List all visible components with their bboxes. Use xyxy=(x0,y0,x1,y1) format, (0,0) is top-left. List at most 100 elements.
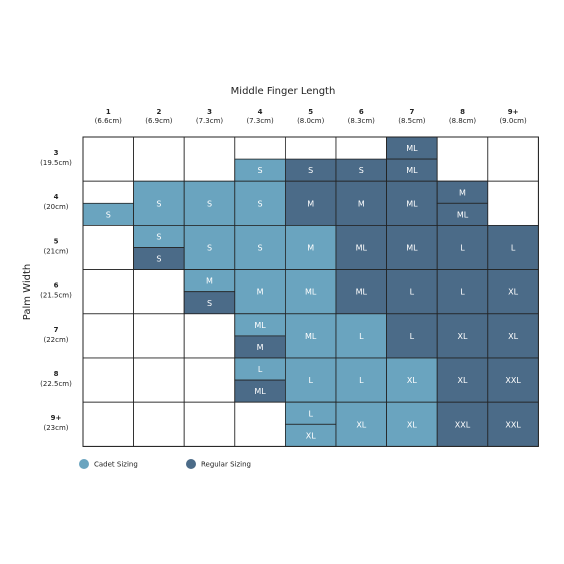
size-cell xyxy=(335,401,387,447)
size-cell xyxy=(487,401,539,447)
column-sub: (8.8cm) xyxy=(449,117,477,125)
size-cell xyxy=(133,269,185,315)
size-cell xyxy=(335,357,387,403)
column-label: 8 xyxy=(460,108,465,116)
size-cell xyxy=(82,269,134,315)
size-label: S xyxy=(207,244,212,253)
size-cell xyxy=(133,136,185,182)
row-label: 7 xyxy=(54,326,59,334)
column-sub: (9.0cm) xyxy=(499,117,527,125)
size-label: L xyxy=(410,288,415,297)
size-cell xyxy=(284,269,337,315)
size-cell xyxy=(436,401,489,447)
size-label: S xyxy=(359,166,364,175)
size-label: L xyxy=(511,244,516,253)
size-label: L xyxy=(460,288,465,297)
size-label: S xyxy=(308,166,313,175)
size-label: ML xyxy=(356,288,368,297)
size-label: L xyxy=(410,332,415,341)
size-label: XL xyxy=(407,420,417,429)
legend-label: Regular Sizing xyxy=(201,461,251,469)
row-label: 9+ xyxy=(51,414,62,422)
column-label: 6 xyxy=(359,108,364,116)
size-label: ML xyxy=(356,244,368,253)
title: Middle Finger Length xyxy=(231,86,336,97)
column-label: 1 xyxy=(106,108,111,116)
row-sub: (21.5cm) xyxy=(40,292,72,300)
size-cell xyxy=(386,357,438,403)
size-cell xyxy=(82,224,134,270)
size-label: S xyxy=(207,299,212,308)
size-cell xyxy=(436,357,489,403)
size-label: L xyxy=(308,376,313,385)
size-label: XL xyxy=(508,288,518,297)
size-cell xyxy=(183,357,236,403)
row-sub: (22.5cm) xyxy=(40,380,72,388)
size-label: ML xyxy=(457,210,469,219)
size-label: XXL xyxy=(455,420,471,429)
size-cell xyxy=(386,401,438,447)
row-sub: (23cm) xyxy=(43,424,68,432)
size-cell xyxy=(82,313,134,359)
size-cell xyxy=(436,313,489,359)
size-label: S xyxy=(258,166,263,175)
size-label: XL xyxy=(356,420,366,429)
size-label: S xyxy=(156,255,161,264)
row-label: 4 xyxy=(54,193,59,201)
size-label: XXL xyxy=(505,376,521,385)
size-label: XL xyxy=(306,431,316,440)
legend-swatch xyxy=(79,459,89,469)
size-cell xyxy=(82,357,134,403)
size-cell xyxy=(386,224,438,270)
column-label: 4 xyxy=(258,108,263,116)
size-label: S xyxy=(258,244,263,253)
row-label: 8 xyxy=(54,370,59,378)
row-label: 6 xyxy=(54,282,59,290)
size-label: L xyxy=(308,409,313,418)
size-label: S xyxy=(258,199,263,208)
size-label: XL xyxy=(458,332,468,341)
size-cell xyxy=(487,136,539,182)
size-cell xyxy=(183,401,236,447)
size-cell xyxy=(284,313,337,359)
size-label: ML xyxy=(406,199,418,208)
row-sub: (19.5cm) xyxy=(40,159,72,167)
size-label: ML xyxy=(406,244,418,253)
column-label: 2 xyxy=(156,108,161,116)
size-cell xyxy=(335,269,387,315)
column-sub: (6.9cm) xyxy=(145,117,173,125)
legend-swatch xyxy=(186,459,196,469)
size-label: S xyxy=(156,199,161,208)
size-cell xyxy=(183,224,236,270)
row-sub: (22cm) xyxy=(43,336,68,344)
size-label: S xyxy=(207,199,212,208)
column-sub: (7.3cm) xyxy=(196,117,224,125)
size-label: L xyxy=(460,244,465,253)
size-label: ML xyxy=(254,387,266,396)
size-cell xyxy=(436,136,489,182)
size-label: L xyxy=(359,332,364,341)
legend-label: Cadet Sizing xyxy=(94,461,138,469)
size-label: L xyxy=(258,365,263,374)
row-label: 5 xyxy=(54,237,59,245)
size-label: ML xyxy=(406,166,418,175)
size-label: S xyxy=(106,210,111,219)
size-label: M xyxy=(307,199,314,208)
column-sub: (6.6cm) xyxy=(95,117,123,125)
size-label: M xyxy=(257,343,264,352)
size-cell xyxy=(183,136,236,182)
size-label: L xyxy=(359,376,364,385)
size-label: XL xyxy=(458,376,468,385)
size-label: M xyxy=(459,188,466,197)
size-label: ML xyxy=(305,332,317,341)
column-label: 3 xyxy=(207,108,212,116)
size-label: M xyxy=(358,199,365,208)
size-cell xyxy=(335,180,387,226)
grid-border xyxy=(82,136,539,447)
column-label: 9+ xyxy=(508,108,519,116)
size-cell xyxy=(133,357,185,403)
row-sub: (21cm) xyxy=(43,247,68,255)
size-cell xyxy=(133,401,185,447)
size-cell xyxy=(234,180,286,226)
